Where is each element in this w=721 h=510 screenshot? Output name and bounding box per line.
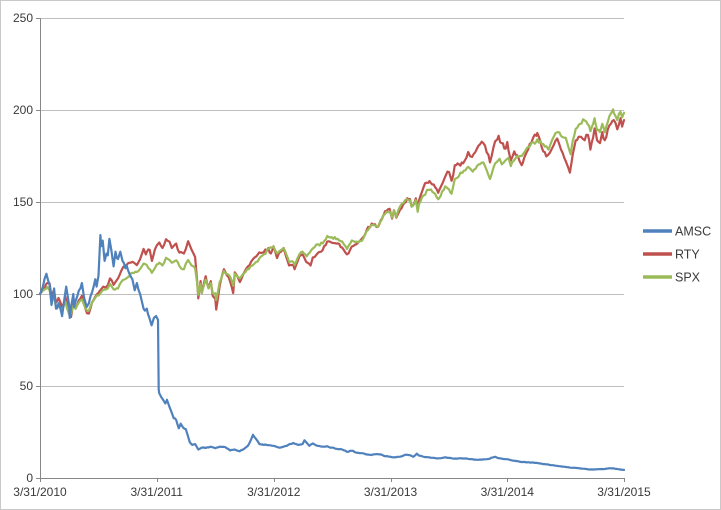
axes bbox=[36, 18, 625, 482]
x-axis-tick-label: 3/31/2010 bbox=[13, 485, 67, 499]
legend-item-spx: SPX bbox=[643, 271, 701, 285]
x-axis-tick-label: 3/31/2015 bbox=[597, 485, 651, 499]
x-axis-tick-label: 3/31/2014 bbox=[481, 485, 535, 499]
legend-item-rty: RTY bbox=[643, 248, 700, 262]
series-line-spx bbox=[38, 108, 626, 317]
legend-label-spx: SPX bbox=[675, 271, 701, 285]
series-line-rty bbox=[38, 117, 626, 319]
x-axis-tick-label: 3/31/2013 bbox=[364, 485, 418, 499]
y-axis-tick-label: 250 bbox=[13, 11, 33, 25]
gridlines bbox=[40, 18, 624, 479]
y-axis-tick-label: 100 bbox=[13, 287, 33, 301]
legend-item-amsc: AMSC bbox=[643, 225, 711, 239]
y-axis-tick-label: 150 bbox=[13, 195, 33, 209]
series-line-amsc bbox=[38, 234, 626, 471]
y-axis-tick-label: 200 bbox=[13, 103, 33, 117]
x-axis-tick-label: 3/31/2011 bbox=[130, 485, 183, 499]
y-axis-tick-label: 50 bbox=[20, 379, 34, 393]
x-axis-tick-label: 3/31/2012 bbox=[247, 485, 301, 499]
series-lines bbox=[38, 108, 626, 471]
legend: AMSC RTY SPX bbox=[643, 225, 711, 285]
legend-label-rty: RTY bbox=[675, 248, 700, 262]
legend-label-amsc: AMSC bbox=[675, 225, 711, 239]
axis-labels: 0 50 100 150 200 250 3/31/2010 3/31/2011 3/31/20… bbox=[13, 11, 651, 499]
y-axis-tick-label: 0 bbox=[26, 471, 33, 485]
